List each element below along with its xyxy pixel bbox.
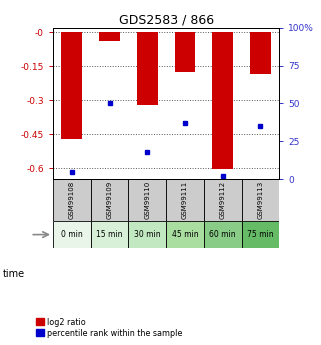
Text: 75 min: 75 min: [247, 230, 274, 239]
Bar: [241, 179, 279, 221]
Text: 0 min: 0 min: [61, 230, 83, 239]
Text: 45 min: 45 min: [172, 230, 198, 239]
Text: time: time: [3, 269, 25, 279]
Bar: [250, 32, 271, 74]
Text: GSM99112: GSM99112: [220, 181, 226, 219]
Title: GDS2583 / 866: GDS2583 / 866: [118, 13, 214, 27]
Text: GSM99110: GSM99110: [144, 181, 150, 219]
Bar: [137, 32, 158, 105]
Legend: log2 ratio, percentile rank within the sample: log2 ratio, percentile rank within the s…: [36, 317, 183, 337]
Bar: [53, 179, 91, 221]
Text: 60 min: 60 min: [209, 230, 236, 239]
Bar: [53, 221, 91, 248]
Text: GSM99108: GSM99108: [69, 181, 75, 219]
Bar: [204, 221, 241, 248]
Bar: [241, 221, 279, 248]
Bar: [91, 221, 128, 248]
Bar: [212, 32, 233, 169]
Bar: [166, 221, 204, 248]
Bar: [128, 221, 166, 248]
Bar: [91, 179, 128, 221]
Bar: [99, 32, 120, 41]
Bar: [128, 179, 166, 221]
Text: 30 min: 30 min: [134, 230, 160, 239]
Bar: [166, 179, 204, 221]
Text: GSM99113: GSM99113: [257, 181, 264, 219]
Bar: [204, 179, 241, 221]
Bar: [175, 32, 195, 72]
Text: 15 min: 15 min: [96, 230, 123, 239]
Text: GSM99109: GSM99109: [107, 181, 113, 219]
Text: GSM99111: GSM99111: [182, 181, 188, 219]
Bar: [61, 32, 82, 139]
